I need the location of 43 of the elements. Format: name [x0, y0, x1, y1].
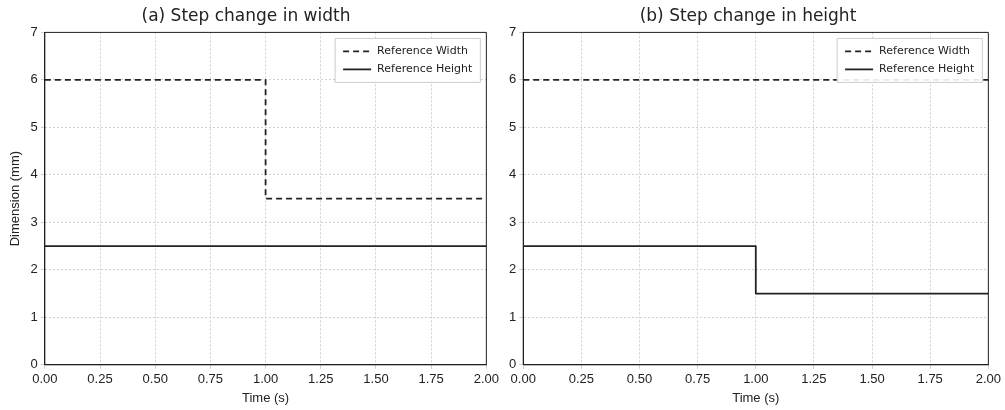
y-tick-label: 1 — [509, 308, 517, 324]
x-tick-label: 1.25 — [801, 371, 827, 387]
y-tick-label: 3 — [30, 213, 38, 229]
y-tick-label: 5 — [509, 118, 517, 134]
x-tick-label: 1.75 — [418, 371, 444, 387]
x-tick-label: 0.00 — [32, 371, 58, 387]
x-tick-label: 0.25 — [568, 371, 595, 387]
chart-title: (a) Step change in width — [141, 4, 351, 25]
legend-label: Reference Height — [377, 62, 474, 76]
x-axis-title: Time (s) — [732, 389, 780, 405]
x-tick-label: 0.25 — [87, 371, 113, 387]
y-axis-title: Dimension (mm) — [7, 150, 23, 247]
legend-label: Reference Width — [377, 44, 468, 58]
x-tick-label: 2.00 — [975, 371, 1002, 387]
y-tick-label: 7 — [509, 23, 517, 39]
y-tick-label: 4 — [30, 166, 38, 182]
y-tick-label: 2 — [30, 261, 38, 277]
y-tick-label: 0 — [509, 356, 517, 372]
y-tick-label: 3 — [509, 213, 517, 229]
x-tick-label: 0.00 — [510, 371, 536, 387]
x-tick-label: 1.25 — [308, 371, 334, 387]
y-tick-label: 6 — [30, 71, 38, 87]
y-tick-label: 6 — [509, 71, 517, 87]
x-tick-label: 1.00 — [252, 371, 279, 387]
x-tick-label: 0.50 — [626, 371, 653, 387]
y-tick-label: 1 — [30, 308, 38, 324]
x-tick-label: 0.50 — [142, 371, 168, 387]
y-tick-label: 4 — [509, 166, 517, 182]
y-tick-label: 2 — [509, 261, 517, 277]
y-tick-label: 5 — [30, 118, 38, 134]
x-tick-label: 1.50 — [363, 371, 389, 387]
x-tick-label: 2.00 — [473, 371, 500, 387]
legend-label: Reference Height — [879, 62, 976, 76]
x-tick-label: 0.75 — [684, 371, 711, 387]
y-tick-label: 0 — [30, 356, 38, 372]
x-tick-label: 1.75 — [917, 371, 943, 387]
chart-title: (b) Step change in height — [639, 4, 857, 25]
y-tick-label: 7 — [30, 23, 38, 39]
x-tick-label: 0.75 — [197, 371, 224, 387]
x-tick-label: 1.50 — [859, 371, 885, 387]
x-tick-label: 1.00 — [743, 371, 769, 387]
legend-label: Reference Width — [879, 44, 970, 58]
x-axis-title: Time (s) — [242, 389, 290, 405]
